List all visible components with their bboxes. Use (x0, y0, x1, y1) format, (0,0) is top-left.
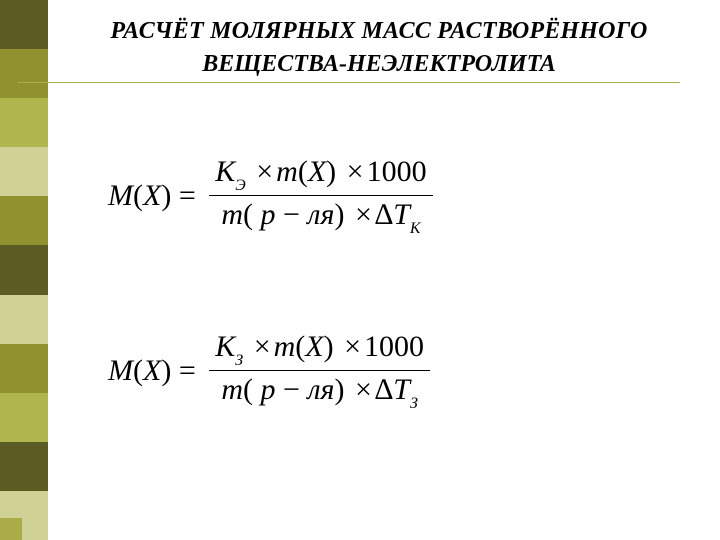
sidebar-block (0, 49, 48, 98)
formula1-fraction: KЭ ×m(X) ×1000 m( p − ля) ×∆TК (209, 153, 432, 238)
sidebar-block (0, 0, 48, 49)
formula-1: M(X) = KЭ ×m(X) ×1000 m( p − ля) ×∆TК (108, 153, 720, 238)
corner-accent (0, 518, 22, 540)
formula2-denominator: m( p − ля) ×∆TЗ (209, 371, 430, 413)
f1-K-sub: Э (235, 177, 245, 194)
sidebar-block (0, 442, 48, 491)
f2-K-sub: З (235, 352, 243, 369)
sidebar-block (0, 245, 48, 294)
title-area: РАСЧЁТ МОЛЯРНЫХ МАСС РАСТВОРЁННОГО ВЕЩЕС… (48, 0, 720, 83)
formula1-numerator: KЭ ×m(X) ×1000 (209, 153, 432, 196)
sidebar-block (0, 393, 48, 442)
formula1-denominator: m( p − ля) ×∆TК (209, 196, 432, 238)
f2-K: K (215, 330, 235, 363)
formula-2: M(X) = KЗ ×m(X) ×1000 m( p − ля) ×∆TЗ (108, 328, 720, 413)
title-line-2: ВЕЩЕСТВА-НЕЭЛЕКТРОЛИТА (48, 51, 710, 78)
formula2-fraction: KЗ ×m(X) ×1000 m( p − ля) ×∆TЗ (209, 328, 430, 413)
f1-K: K (215, 155, 235, 188)
sidebar-block (0, 295, 48, 344)
formula2-numerator: KЗ ×m(X) ×1000 (209, 328, 430, 371)
sidebar-block (0, 196, 48, 245)
f2-T-sub: З (410, 395, 418, 412)
title-underline (18, 82, 680, 83)
sidebar-block (0, 344, 48, 393)
sidebar-block (0, 147, 48, 196)
title-line-1: РАСЧЁТ МОЛЯРНЫХ МАСС РАСТВОРЁННОГО (48, 18, 710, 45)
formula2-lhs: M(X) = (108, 354, 196, 388)
slide-content: РАСЧЁТ МОЛЯРНЫХ МАСС РАСТВОРЁННОГО ВЕЩЕС… (48, 0, 720, 540)
sidebar-stripes (0, 0, 48, 540)
f1-T-sub: К (410, 220, 421, 237)
formula-area: M(X) = KЭ ×m(X) ×1000 m( p − ля) ×∆TК M(… (48, 153, 720, 413)
sidebar-block (0, 98, 48, 147)
formula1-lhs: M(X) = (108, 179, 196, 213)
